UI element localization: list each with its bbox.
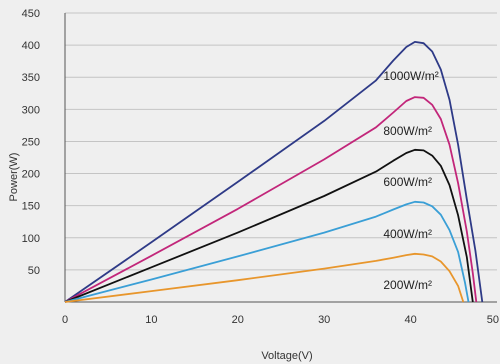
series-line-1 [64, 96, 478, 303]
series-layer [64, 41, 484, 303]
series-label-0: 1000W/m² [383, 69, 438, 83]
y-tick-label: 400 [22, 40, 40, 52]
curve-labels: 1000W/m² 800W/m² 600W/m² 400W/m² 200W/m² [383, 69, 438, 292]
series-line-0 [64, 41, 484, 303]
y-tick-label: 50 [28, 265, 40, 277]
y-tick-label: 200 [22, 169, 40, 181]
y-axis-title: Power(W) [8, 153, 20, 202]
x-tick-label: 10 [145, 314, 157, 326]
series-label-2: 600W/m² [383, 175, 432, 189]
series-line-4 [64, 252, 465, 303]
series-line-3 [64, 200, 470, 303]
series-line-2 [64, 148, 474, 303]
y-tick-label: 150 [22, 201, 40, 213]
y-tick-label: 450 [22, 8, 40, 20]
series-label-4: 200W/m² [383, 278, 432, 292]
y-tick-label: 250 [22, 136, 40, 148]
x-tick-label: 20 [232, 314, 244, 326]
x-tick-label: 30 [318, 314, 330, 326]
series-label-3: 400W/m² [383, 227, 432, 241]
y-tick-label: 100 [22, 233, 40, 245]
x-tick-label: 0 [62, 314, 68, 326]
series-label-1: 800W/m² [383, 124, 432, 138]
x-tick-label: 40 [404, 314, 416, 326]
y-tick-label: 300 [22, 104, 40, 116]
grid [64, 12, 497, 303]
tick-labels: 0 10 20 30 40 50 50 100 150 200 250 300 350 400 450 [22, 8, 499, 326]
x-tick-label: 50 [487, 314, 499, 326]
plot-area [65, 13, 497, 302]
y-tick-label: 350 [22, 72, 40, 84]
x-axis-title: Voltage(V) [261, 350, 312, 362]
